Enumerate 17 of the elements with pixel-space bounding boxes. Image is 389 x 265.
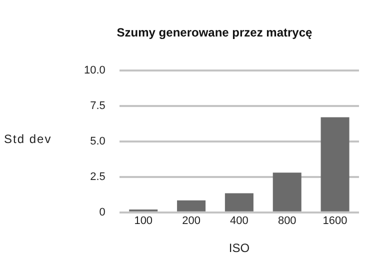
x-tick-label: 100 — [134, 215, 153, 228]
y-tick-label: 5.0 — [90, 135, 106, 148]
x-tick-label: 400 — [230, 215, 248, 228]
y-axis-title: Std dev — [4, 132, 52, 146]
y-tick-label: 0 — [99, 206, 106, 218]
y-tick-label: 2.5 — [90, 170, 106, 183]
bar — [272, 172, 302, 212]
bar — [224, 193, 254, 212]
y-tick-label: 7.5 — [90, 100, 106, 112]
chart-title: Szumy generowane przez matrycę — [116, 26, 313, 40]
y-tick-label: 10.0 — [84, 64, 106, 76]
bar — [177, 200, 206, 212]
x-tick-label: 800 — [278, 215, 296, 228]
bar — [320, 117, 350, 212]
x-axis-title: ISO — [228, 241, 250, 256]
x-tick-label: 1600 — [322, 215, 348, 228]
x-tick-label: 200 — [182, 215, 200, 228]
